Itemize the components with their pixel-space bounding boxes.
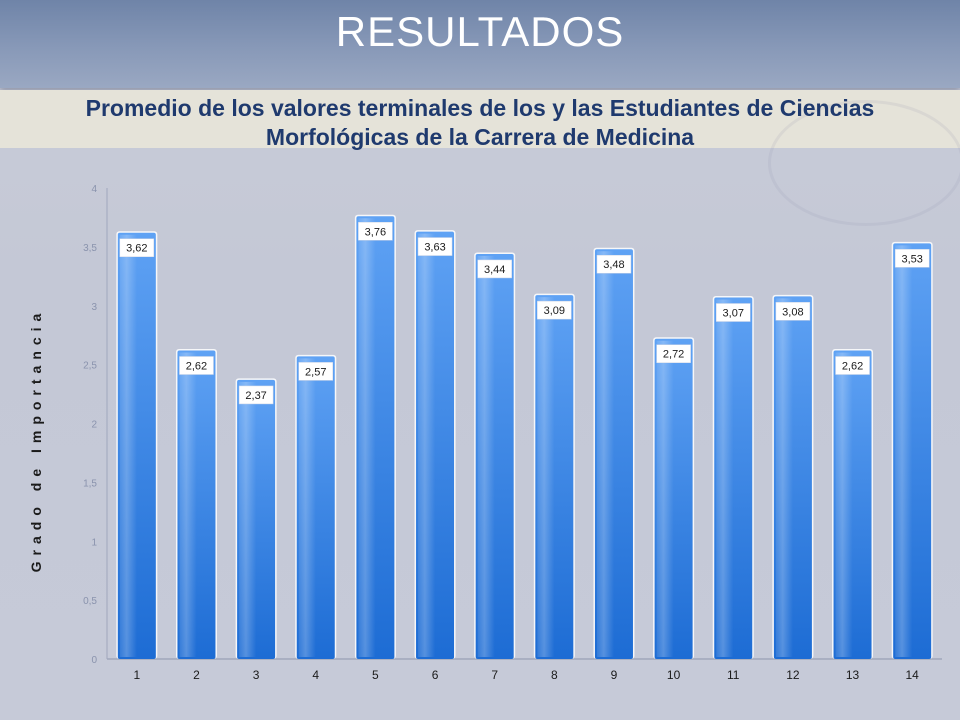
bar-highlight [596, 251, 615, 658]
data-label-box [656, 344, 691, 363]
data-label: 3,63 [424, 242, 445, 254]
x-tick-label: 5 [372, 668, 379, 682]
data-label-box [596, 254, 632, 274]
bar-highlight [358, 218, 376, 657]
y-tick-label: 1 [91, 537, 97, 548]
data-label: 2,57 [305, 366, 326, 378]
page-title: RESULTADOS [335, 8, 625, 55]
x-tick-label: 10 [667, 668, 681, 682]
data-label-box [894, 249, 930, 268]
bar-highlight [537, 297, 555, 657]
bar-highlight [418, 233, 436, 657]
x-tick-label: 1 [133, 668, 140, 682]
data-label: 3,07 [723, 308, 744, 320]
data-label-box [417, 237, 453, 256]
bar-highlight [298, 358, 316, 657]
bar-highlight [179, 352, 197, 657]
y-tick-label: 3,5 [83, 243, 97, 254]
data-label-box [775, 302, 811, 321]
bar-highlight [716, 299, 734, 657]
data-label: 2,37 [245, 390, 266, 402]
data-label: 2,72 [663, 349, 684, 361]
bar-highlight [895, 245, 913, 657]
x-tick-label: 3 [253, 668, 260, 682]
data-label-box [179, 356, 214, 375]
data-label: 3,48 [603, 259, 624, 271]
chart-title-line-2: Morfológicas de la Carrera de Medicina [265, 124, 695, 150]
x-tick-label: 14 [905, 668, 919, 682]
chart-title: Promedio de los valores terminales de lo… [0, 94, 960, 152]
data-label: 3,76 [365, 226, 386, 238]
data-label-box [119, 238, 155, 257]
data-label: 3,08 [782, 306, 803, 318]
x-tick-label: 8 [551, 668, 558, 682]
x-tick-label: 6 [432, 668, 439, 682]
data-label-box [358, 222, 393, 241]
data-label: 2,62 [186, 360, 207, 372]
x-tick-label: 4 [312, 668, 319, 682]
x-tick-label: 9 [611, 668, 618, 682]
chart-title-line-1: Promedio de los valores terminales de lo… [85, 95, 875, 121]
y-tick-label: 0,5 [83, 596, 97, 607]
data-label: 2,62 [842, 360, 863, 372]
x-tick-label: 12 [786, 668, 800, 682]
x-tick-label: 7 [491, 668, 498, 682]
data-label: 3,44 [484, 264, 505, 276]
header-banner: RESULTADOS [0, 0, 960, 88]
data-label-box [835, 356, 870, 375]
data-label-box [477, 259, 512, 279]
chart-data-labels: 3,62 2,62 2,37 2,57 3,76 3,63 3,44 3,09 3,48 2,72… [119, 222, 930, 405]
y-tick-label: 2 [91, 420, 97, 431]
x-tick-label: 11 [727, 668, 740, 682]
data-label: 3,09 [544, 305, 565, 317]
y-tick-label: 4 [91, 184, 97, 195]
data-label: 3,53 [901, 253, 922, 265]
bar-highlight [835, 352, 853, 657]
x-tick-label: 13 [846, 668, 860, 682]
x-tick-label: 2 [193, 668, 200, 682]
y-tick-label: 2,5 [83, 361, 97, 372]
data-label-box [716, 303, 751, 322]
bar-highlight [656, 340, 674, 657]
data-label-box [298, 362, 333, 381]
y-tick-label: 1,5 [83, 478, 97, 489]
y-tick-label: 3 [91, 302, 97, 313]
bar-highlight [119, 234, 137, 657]
bar-highlight [775, 298, 793, 657]
data-label-box [238, 385, 274, 405]
chart-bars [116, 214, 933, 660]
bar-highlight [477, 255, 495, 657]
data-label: 3,62 [126, 243, 147, 255]
watermark-seal [768, 100, 960, 226]
bar-highlight [239, 381, 257, 657]
data-label-box [537, 300, 572, 320]
y-tick-label: 0 [91, 655, 97, 666]
